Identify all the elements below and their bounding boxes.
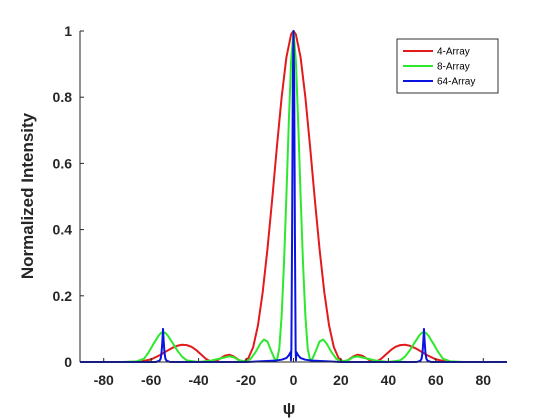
x-tick-label: 40 [381,372,397,388]
series-line-64-array [80,30,507,363]
x-tick-label: 0 [290,372,298,388]
x-tick-label: -40 [188,372,208,388]
x-tick-label: 60 [428,372,444,388]
legend-entry-label: 8-Array [437,62,470,73]
y-tick-label: 0 [64,354,72,370]
x-tick-label: -80 [94,372,114,388]
legend: 4-Array 8-Array 64-Array [396,38,499,94]
series-group [80,30,507,363]
legend-entry-label: 64-Array [437,77,475,88]
x-tick-label: -60 [141,372,161,388]
legend-entry-label: 4-Array [437,47,470,58]
x-tick-group: -80 -60 -40 -20 0 20 40 60 80 [94,358,491,388]
y-tick-label: 1 [64,23,72,39]
y-tick-label: 0.4 [53,222,73,238]
x-tick-label: -20 [236,372,256,388]
y-tick-group: 0 0.2 0.4 0.6 0.8 1 [53,23,84,370]
x-tick-label: 80 [475,372,491,388]
y-tick-label: 0.6 [53,155,73,171]
y-tick-label: 0.2 [53,288,73,304]
x-axis-label: ψ [283,399,296,418]
x-tick-label: 20 [333,372,349,388]
y-tick-label: 0.8 [53,89,73,105]
y-axis-label: Normalized Intensity [18,112,37,279]
